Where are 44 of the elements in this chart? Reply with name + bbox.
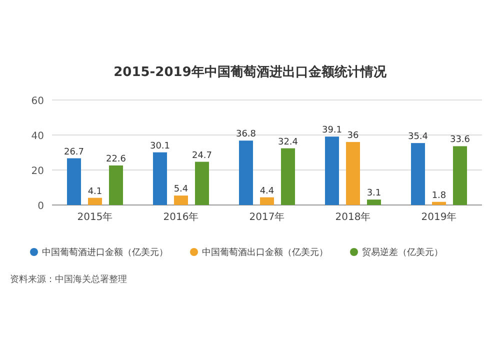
x-tick-label: 2019年 — [421, 211, 457, 223]
x-tick-label: 2016年 — [163, 211, 199, 223]
bar — [453, 146, 467, 205]
bar — [88, 198, 102, 205]
data-label: 5.4 — [174, 184, 188, 195]
data-label: 26.7 — [64, 147, 84, 158]
bar — [174, 196, 188, 205]
bar — [109, 165, 123, 205]
data-label: 4.1 — [88, 186, 102, 197]
x-tick-label: 2018年 — [335, 211, 371, 223]
data-label: 32.4 — [278, 137, 298, 148]
bar — [346, 142, 360, 205]
bar — [367, 200, 381, 205]
x-tick-label: 2017年 — [249, 211, 285, 223]
x-tick-label: 2015年 — [77, 211, 113, 223]
data-label: 35.4 — [408, 132, 428, 142]
chart-title: 2015-2019年中国葡萄酒进出口金额统计情况 — [114, 64, 388, 80]
data-label: 1.8 — [432, 190, 446, 201]
legend-label: 中国葡萄酒进口金额（亿美元） — [42, 247, 168, 258]
data-label: 36.8 — [236, 130, 256, 140]
bar — [67, 158, 81, 205]
legend-label: 贸易逆差（亿美元） — [362, 247, 443, 258]
y-tick-label: 0 — [38, 201, 44, 212]
y-tick-label: 20 — [31, 166, 44, 177]
bar — [153, 152, 167, 205]
bar — [325, 136, 339, 205]
bar — [432, 202, 446, 205]
data-label: 36 — [347, 131, 359, 141]
data-label: 24.7 — [192, 150, 212, 161]
data-label: 3.1 — [366, 188, 382, 199]
data-label: 4.4 — [260, 186, 274, 196]
y-tick-label: 40 — [31, 131, 44, 142]
text: 资料来源：中国海关总署整理 — [10, 274, 127, 285]
bar — [260, 197, 274, 205]
bar — [239, 140, 253, 205]
data-label: 39.1 — [322, 126, 342, 136]
legend-label: 中国葡萄酒出口金额（亿美元） — [202, 247, 328, 258]
data-label: 22.6 — [106, 154, 126, 164]
bar — [281, 148, 295, 205]
y-tick-label: 60 — [31, 96, 44, 107]
bar — [195, 162, 209, 205]
data-label: 33.6 — [450, 135, 470, 146]
data-label: 30.1 — [150, 141, 170, 152]
bar — [411, 143, 425, 205]
